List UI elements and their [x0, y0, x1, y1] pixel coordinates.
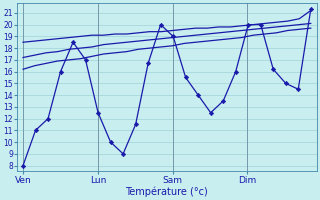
X-axis label: Température (°c): Température (°c)	[125, 186, 208, 197]
